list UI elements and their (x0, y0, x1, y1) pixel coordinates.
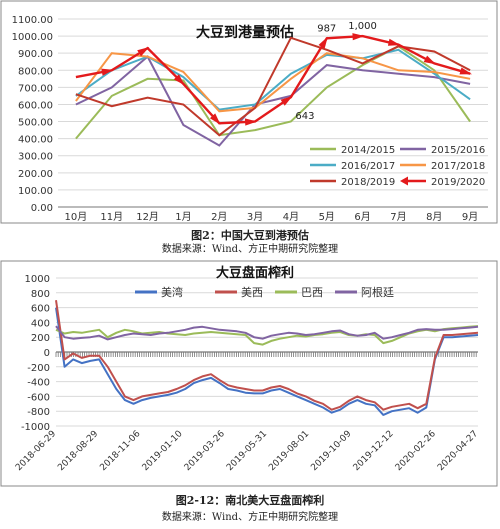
chart2-y-tick-label: 400 (31, 318, 50, 329)
chart2-title: 大豆盘面榨利 (216, 265, 294, 281)
chart-arrival-estimate: 0.00 100.00 200.00 300.00 400.00 500.00 600.00… (0, 0, 500, 255)
chart1-series-line (75, 48, 471, 111)
chart2-y-tick-label: 800 (31, 289, 50, 300)
chart1-x-tick-label: 3月 (247, 211, 263, 223)
chart1-arrow-marker (173, 74, 185, 86)
chart1-x-tick-label: 9月 (462, 211, 478, 223)
chart1-arrow-marker (352, 33, 365, 41)
chart1-arrow-marker (387, 38, 401, 46)
chart1-y-tick-label: 900.00 (18, 49, 53, 60)
chart2-y-tick-label: -600 (27, 392, 50, 403)
figure2-caption: 图2-12：南北美大豆盘面榨利 (175, 494, 325, 507)
chart1-legend: 2014/2015 2015/2016 2016/2017 2017/2018 2018… (310, 145, 485, 188)
chart1-data-label: 1,000 (348, 21, 377, 32)
chart1-arrow-marker (423, 55, 436, 65)
chart1-y-tick-label: 800.00 (18, 66, 53, 77)
chart2-y-tick-label: -400 (27, 378, 50, 389)
chart1-legend-label: 2014/2015 (341, 145, 395, 156)
chart1-legend-label: 2019/2020 (431, 177, 485, 188)
chart1-data-label: 643 (295, 111, 314, 122)
chart1-y-tick-label: 1000.00 (12, 32, 53, 43)
chart1-arrow-marker (318, 36, 328, 49)
chart2-y-tick-label: 200 (31, 333, 50, 344)
chart-crush-margin: -1000 -800 -600 -400 -200 0 200 400 600 800 1000 大豆… (0, 260, 500, 488)
chart1-legend-label: 2017/2018 (431, 161, 485, 172)
chart1-y-tick-label: 100.00 (18, 186, 53, 197)
chart1-x-tick-label: 7月 (390, 211, 406, 223)
chart2-legend-label: 阿根廷 (361, 285, 394, 299)
figure1-source: 数据来源：Wind、方正中期研究院整理 (161, 244, 339, 255)
chart1-y-tick-label: 700.00 (18, 83, 53, 94)
chart1-x-tick-label: 6月 (354, 211, 370, 223)
chart1-legend-label: 2016/2017 (341, 161, 395, 172)
chart1-title: 大豆到港量预估 (196, 24, 294, 41)
figure1-caption: 图2：中国大豆到港预估 (191, 229, 309, 242)
chart2-y-tick-label: 0 (44, 348, 50, 359)
chart1-legend-label: 2015/2016 (431, 145, 485, 156)
chart1-arrow-marker (459, 67, 472, 75)
chart2-frame (0, 260, 498, 487)
chart1-series-line (75, 45, 471, 140)
chart1-x-tick-label: 1月 (175, 211, 191, 223)
chart2-legend: 美湾 美西 巴西 阿根廷 (135, 285, 394, 299)
chart1-arrow-marker (137, 47, 150, 57)
chart2-series-line (55, 300, 479, 411)
chart1-series-line (75, 52, 471, 113)
chart2-zero-axis-ticks (55, 352, 477, 357)
chart2-y-tick-label: -200 (27, 363, 50, 374)
chart1-arrow-marker (280, 96, 293, 106)
chart2-y-tick-label: -800 (27, 407, 50, 418)
chart2-y-tick-label: 600 (31, 304, 50, 315)
chart1-arrow-marker (244, 118, 258, 126)
chart1-y-tick-label: 1100.00 (12, 15, 53, 26)
chart2-series-line (55, 307, 479, 416)
chart1-legend-label: 2018/2019 (341, 177, 395, 188)
chart1-series-line (75, 55, 471, 147)
chart1-x-tick-label: 8月 (426, 211, 442, 223)
chart1-y-tick-label: 200.00 (18, 169, 53, 180)
chart1-arrow-marker (101, 68, 114, 76)
chart1-y-tick-label: 0.00 (31, 203, 53, 214)
chart1-legend-arrow (400, 176, 408, 186)
chart1-data-label: 987 (317, 23, 336, 34)
chart1-x-tick-label: 10月 (65, 211, 88, 223)
chart2-y-tick-label: 1000 (25, 274, 50, 285)
chart1-y-tick-label: 400.00 (18, 135, 53, 146)
chart2-legend-label: 美湾 (161, 285, 183, 299)
chart1-arrow-marker (209, 113, 221, 125)
chart2-legend-label: 美西 (241, 286, 263, 299)
chart1-x-tick-label: 2月 (211, 211, 227, 223)
chart1-x-tick-label: 4月 (283, 211, 299, 223)
chart1-x-tick-label: 11月 (100, 211, 123, 223)
chart1-y-tick-label: 500.00 (18, 118, 53, 129)
chart2-legend-label: 巴西 (301, 286, 323, 299)
chart1-y-tick-label: 300.00 (18, 152, 53, 163)
chart1-x-tick-label: 5月 (319, 211, 335, 223)
chart1-x-tick-label: 12月 (136, 211, 159, 223)
figure2-source: 数据来源：Wind、方正中期研究院整理 (161, 512, 339, 523)
chart2-y-tick-label: -1000 (21, 422, 50, 433)
arrival-chart-svg: 0.00 100.00 200.00 300.00 400.00 500.00 600.00… (0, 0, 498, 224)
chart2-series-line (55, 325, 479, 341)
crush-chart-svg: -1000 -800 -600 -400 -200 0 200 400 600 800 1000 大豆… (0, 260, 498, 487)
chart1-y-tick-label: 600.00 (18, 100, 53, 111)
